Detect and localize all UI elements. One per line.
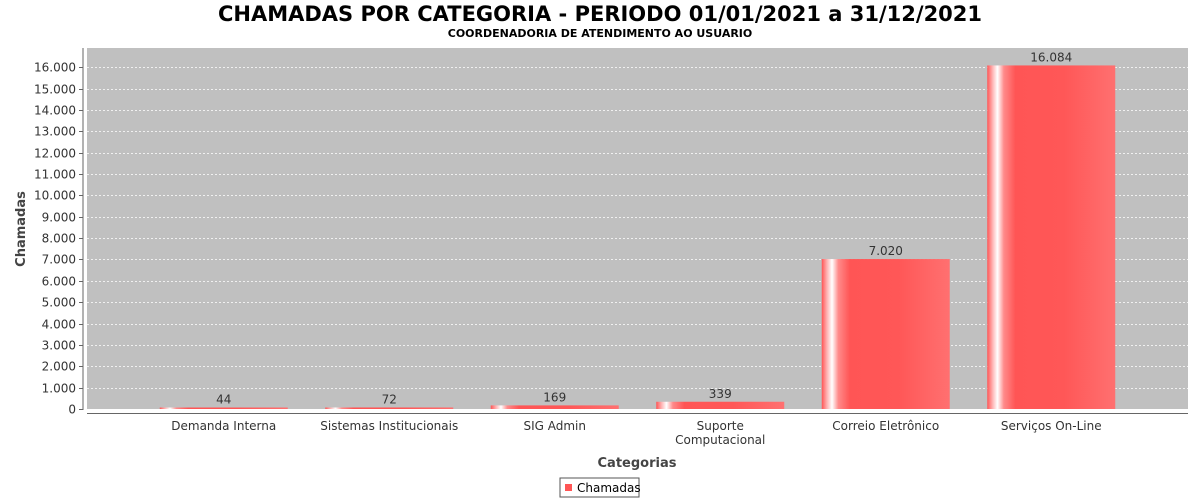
y-tick-label: 6.000 <box>42 275 76 289</box>
legend-label: Chamadas <box>577 481 641 495</box>
y-tick-label: 16.000 <box>34 61 76 75</box>
category-label: Suporte Computacional <box>675 419 765 447</box>
bar <box>987 65 1116 409</box>
y-tick-label: 2.000 <box>42 360 76 374</box>
y-tick-label: 9.000 <box>42 211 76 225</box>
legend: Chamadas <box>559 477 641 498</box>
bar <box>325 407 454 409</box>
x-axis: Demanda Interna Sistemas Institucionais SI… <box>87 413 1188 447</box>
y-tick-label: 8.000 <box>42 232 76 246</box>
bar <box>159 407 288 409</box>
legend-swatch <box>565 484 572 491</box>
category-label-line: SIG Admin <box>523 419 586 433</box>
bar-value-label: 44 <box>216 393 231 407</box>
bar-value-label: 169 <box>543 390 566 404</box>
category-label: Sistemas Institucionais <box>320 419 458 433</box>
bar <box>821 259 950 409</box>
category-label: Serviços On-Line <box>1001 419 1102 433</box>
category-label-line: Sistemas Institucionais <box>320 419 458 433</box>
bar <box>656 401 785 409</box>
category-label: SIG Admin <box>523 419 586 433</box>
y-axis-title: Chamadas <box>14 191 29 267</box>
y-tick-label: 1.000 <box>42 382 76 396</box>
category-label: Correio Eletrônico <box>832 419 939 433</box>
y-tick-label: 15.000 <box>34 83 76 97</box>
bar-value-label: 72 <box>382 392 397 406</box>
category-label: Demanda Interna <box>171 419 276 433</box>
y-tick-label: 5.000 <box>42 296 76 310</box>
y-tick-label: 14.000 <box>34 104 76 118</box>
bar-series <box>159 65 1116 409</box>
y-tick-label: 7.000 <box>42 253 76 267</box>
bar-value-label: 339 <box>709 387 732 401</box>
y-tick-label: 10.000 <box>34 189 76 203</box>
category-label-line: Suporte <box>697 419 744 433</box>
category-label-line: Serviços On-Line <box>1001 419 1102 433</box>
category-label-line: Computacional <box>675 433 765 447</box>
y-tick-label: 11.000 <box>34 168 76 182</box>
chart-title: CHAMADAS POR CATEGORIA - PERIODO 01/01/2… <box>218 2 982 26</box>
bar <box>490 405 619 409</box>
bar-value-label: 16.084 <box>1030 50 1072 64</box>
chart-subtitle: COORDENADORIA DE ATENDIMENTO AO USUARIO <box>448 27 753 40</box>
y-tick-label: 4.000 <box>42 318 76 332</box>
y-axis: 0 1.000 2.000 3.000 4.000 5.000 6.000 7.000 8.00… <box>34 48 84 417</box>
category-label-line: Demanda Interna <box>171 419 276 433</box>
y-tick-label: 12.000 <box>34 147 76 161</box>
category-label-line: Correio Eletrônico <box>832 419 939 433</box>
bar-value-label: 7.020 <box>869 244 903 258</box>
y-tick-label: 3.000 <box>42 339 76 353</box>
x-axis-title: Categorias <box>598 456 677 471</box>
y-tick-label: 0 <box>68 403 76 417</box>
value-labels: 44 72 169 339 7.020 16.084 <box>216 50 1072 406</box>
y-tick-label: 13.000 <box>34 125 76 139</box>
legend-box <box>559 477 640 498</box>
